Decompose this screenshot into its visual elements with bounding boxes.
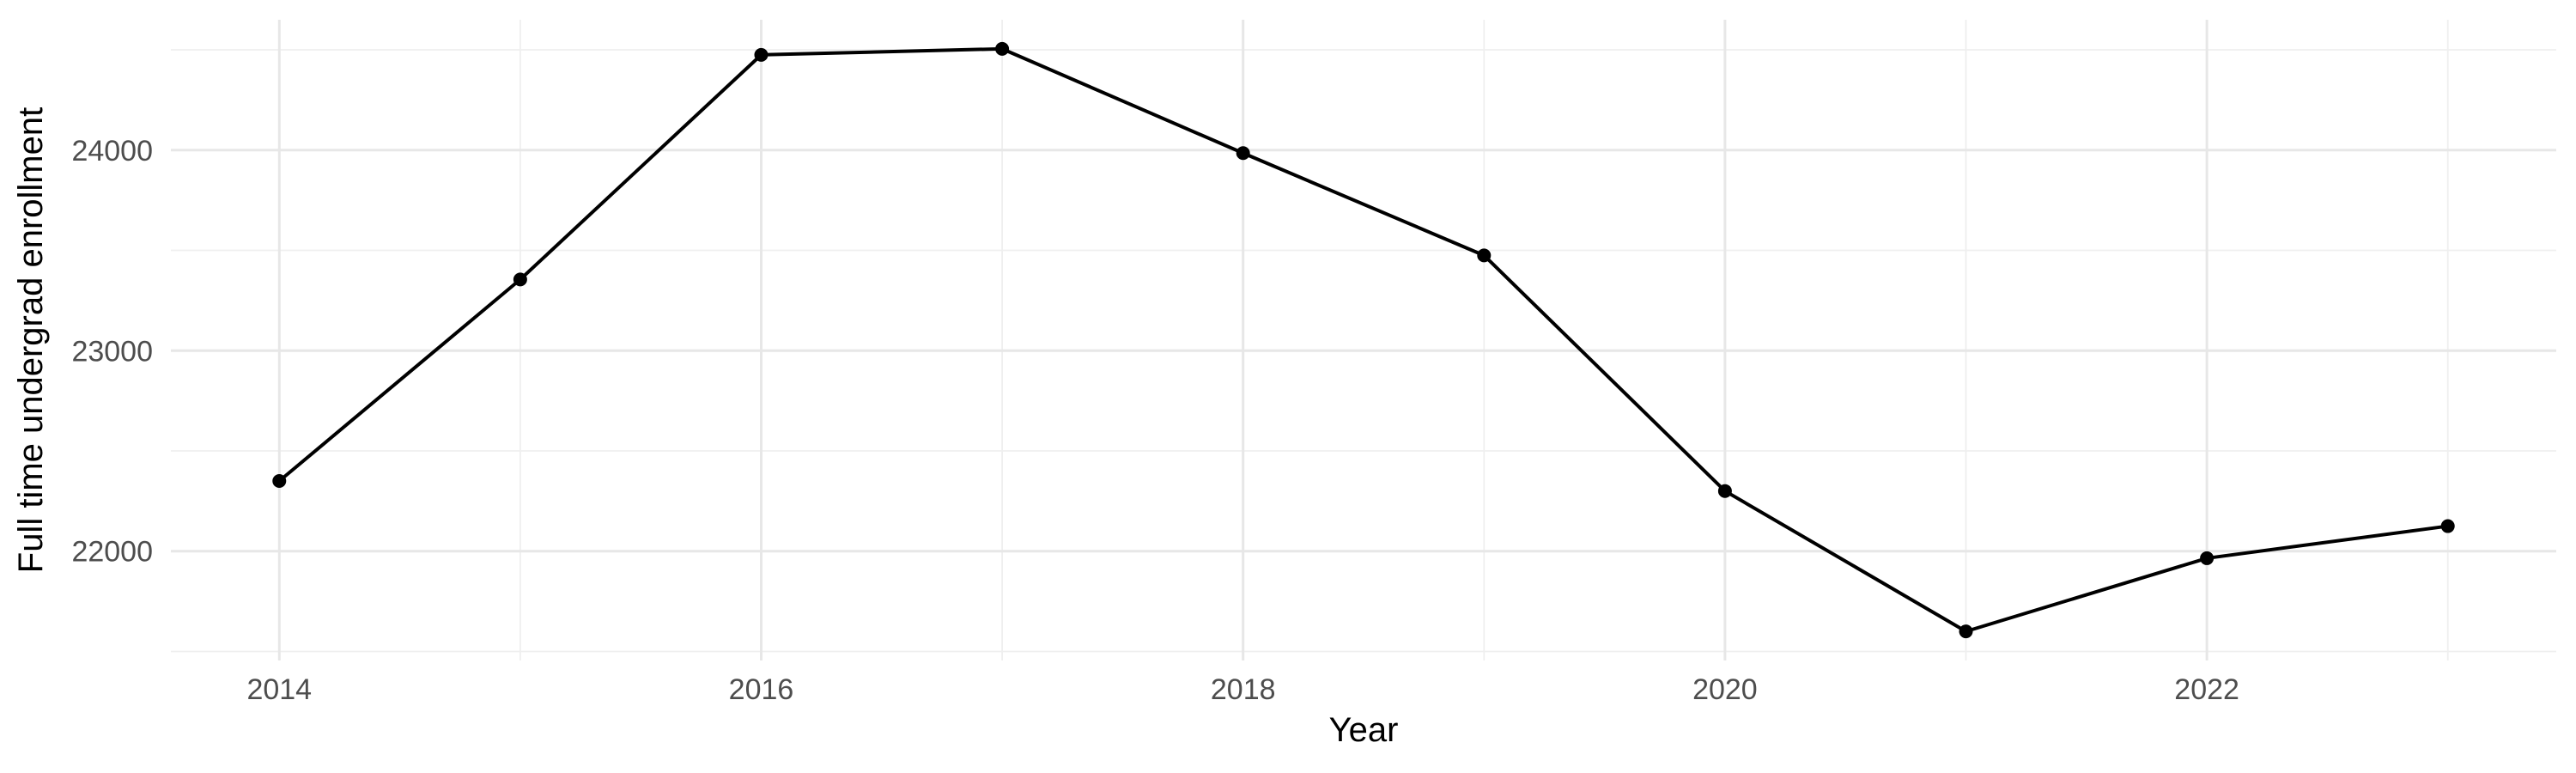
data-point-2020 (1717, 484, 1732, 498)
x-tick-label: 2016 (729, 673, 794, 706)
data-point-2015 (513, 272, 527, 287)
x-tick-label: 2018 (1211, 673, 1276, 706)
x-tick-label: 2022 (2174, 673, 2239, 706)
data-point-2014 (272, 474, 287, 489)
x-tick-label: 2020 (1692, 673, 1758, 706)
x-tick-label: 2014 (246, 673, 312, 706)
data-point-2018 (1236, 146, 1250, 161)
data-point-2022 (2200, 551, 2215, 565)
data-point-2016 (754, 47, 769, 62)
y-axis-title: Full time undergrad enrollment (12, 107, 50, 574)
data-point-2019 (1477, 248, 1492, 263)
data-point-2017 (995, 41, 1010, 56)
y-tick-label: 23000 (71, 335, 153, 368)
y-tick-label: 24000 (71, 135, 153, 167)
x-axis-title: Year (1328, 711, 1399, 749)
y-tick-label: 22000 (71, 536, 153, 569)
data-point-2021 (1959, 624, 1973, 639)
data-point-2023 (2440, 519, 2455, 533)
enrollment-trend-line (277, 46, 2450, 634)
